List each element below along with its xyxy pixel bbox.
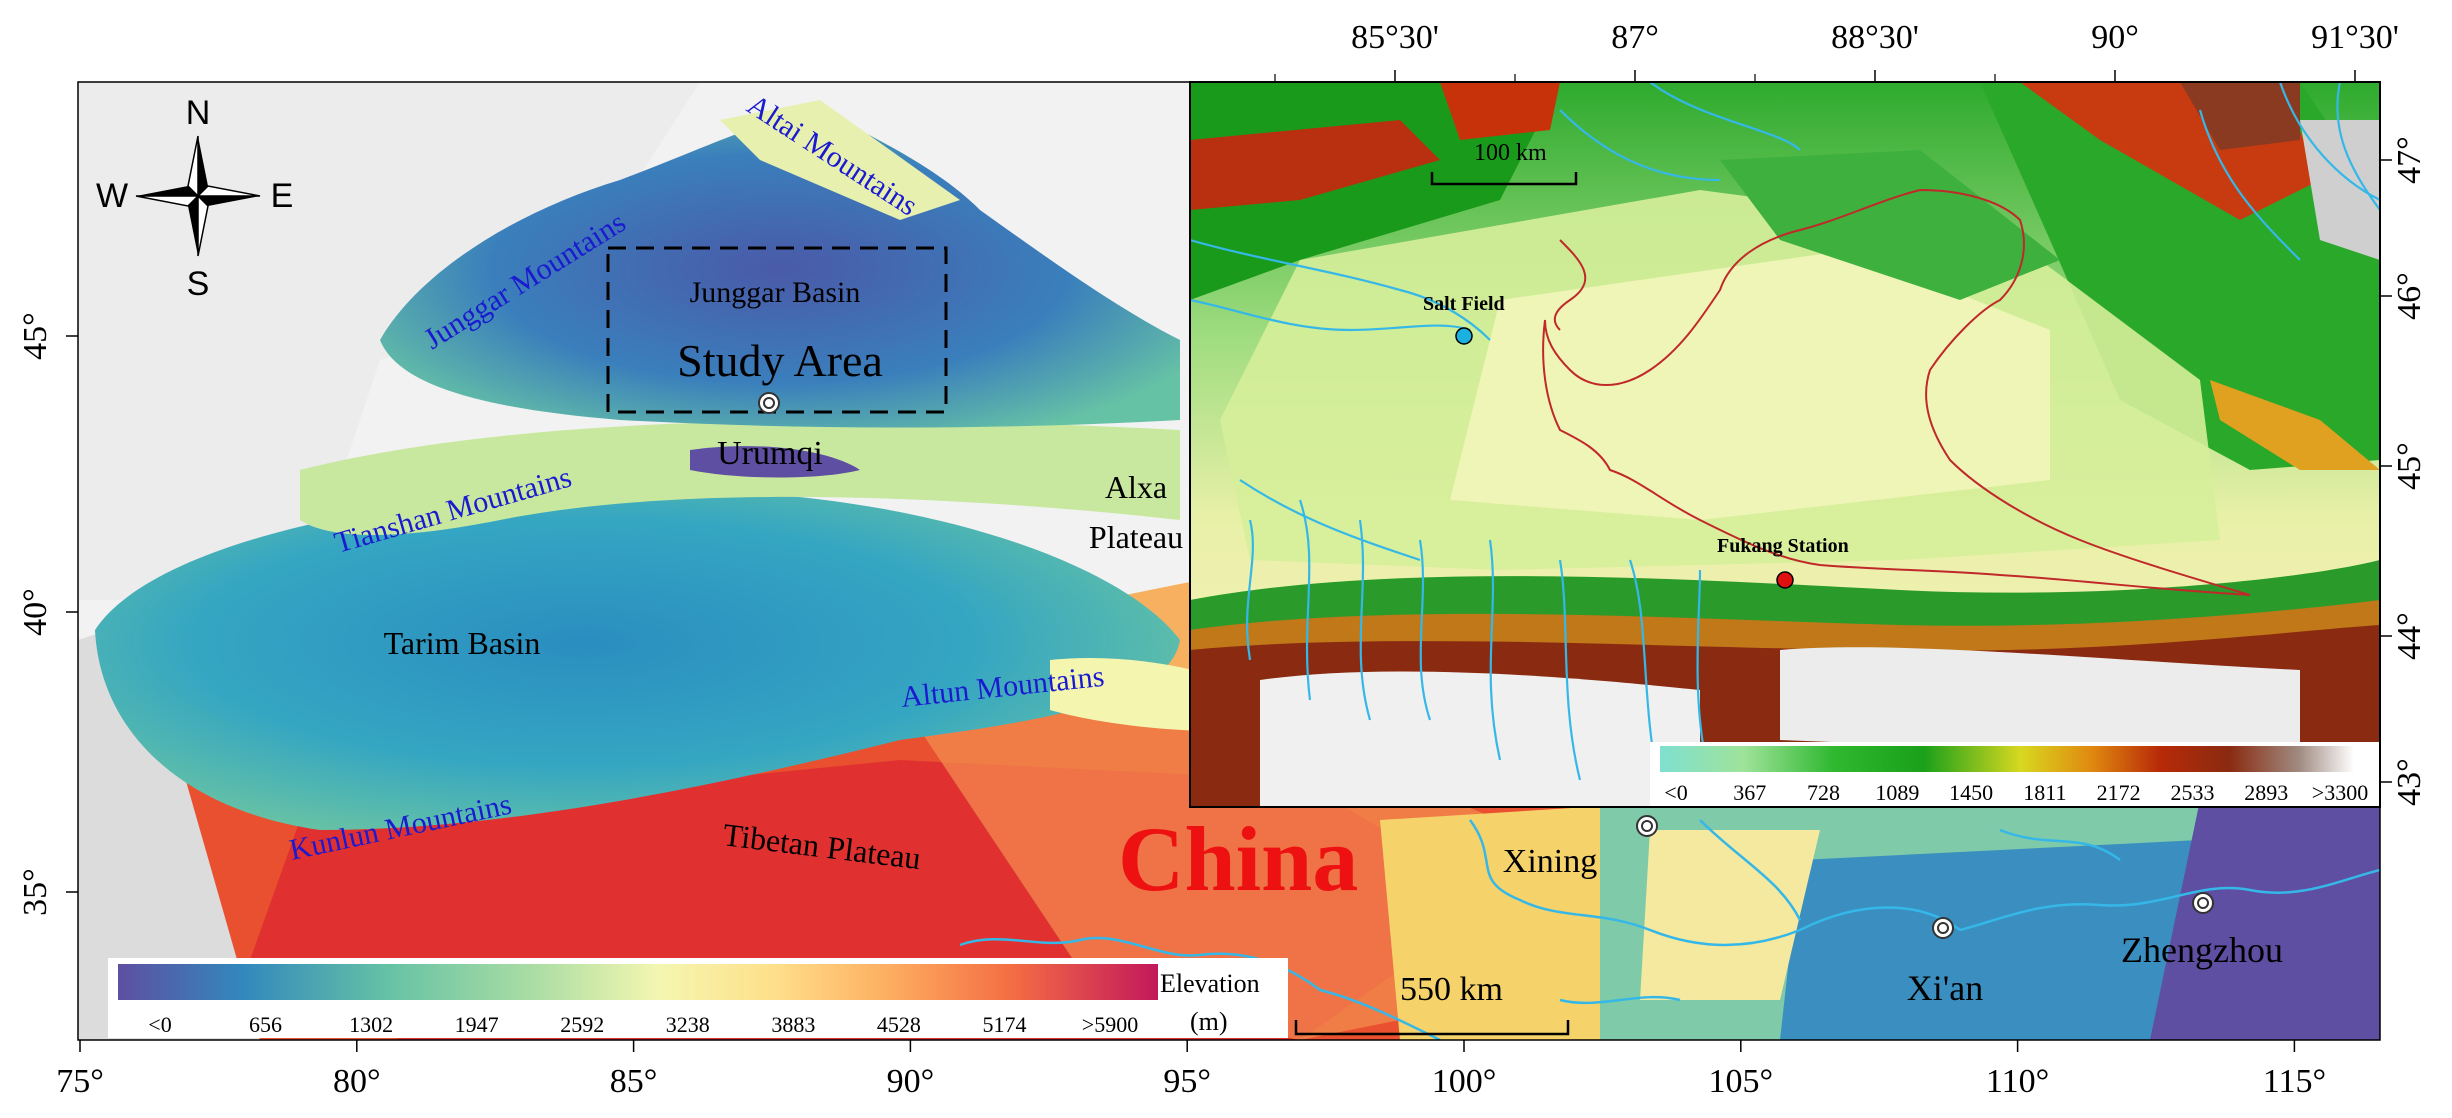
label-study-area: Study Area bbox=[677, 335, 883, 386]
xining-marker bbox=[1636, 815, 1658, 837]
study-area-box bbox=[606, 246, 948, 414]
inset-x-tick-label: 91°30' bbox=[2311, 19, 2399, 56]
inset-legend-tick-label: 2893 bbox=[2244, 780, 2288, 805]
inset-y-tick-label: 46° bbox=[2391, 272, 2428, 320]
inset-x-tick-label: 85°30' bbox=[1351, 19, 1439, 56]
main-scale-bar-label: 550 km bbox=[1400, 971, 1503, 1008]
salt-field-marker bbox=[1455, 327, 1473, 345]
main-x-tick-label: 110° bbox=[1986, 1063, 2049, 1100]
main-legend-ticks: <0 656 1302 1947 2592 3238 3883 4528 5174 >5900 bbox=[148, 1012, 1138, 1037]
main-legend-tick-label: 2592 bbox=[560, 1012, 604, 1037]
main-x-axis: 75° 80° 85° 90° 95° 100° 105° 110° 115° bbox=[56, 1040, 2326, 1100]
compass-e: E bbox=[271, 177, 294, 215]
main-x-tick-label: 95° bbox=[1163, 1063, 1211, 1100]
main-scale-bar bbox=[1294, 1020, 1570, 1036]
label-china: China bbox=[1118, 808, 1358, 910]
main-x-tick-label: 80° bbox=[333, 1063, 381, 1100]
xian-marker bbox=[1932, 917, 1954, 939]
label-xian: Xi'an bbox=[1907, 968, 1983, 1008]
main-legend-title-2: (m) bbox=[1190, 1007, 1228, 1036]
main-x-tick-label: 90° bbox=[887, 1063, 935, 1100]
inset-legend-tick-label: <0 bbox=[1664, 780, 1687, 805]
inset-x-axis: 85°30' 87° 88°30' 90° 91°30' bbox=[1274, 19, 2399, 82]
zhengzhou-marker bbox=[2192, 892, 2214, 914]
inset-x-tick-label: 87° bbox=[1611, 19, 1659, 56]
inset-legend-tick-label: 367 bbox=[1733, 780, 1766, 805]
label-xining: Xining bbox=[1503, 843, 1597, 880]
inset-map-terrain bbox=[1190, 82, 2380, 807]
main-legend-tick-label: 5174 bbox=[982, 1012, 1026, 1037]
label-salt-field: Salt Field bbox=[1423, 293, 1505, 315]
main-legend-tick-label: 4528 bbox=[877, 1012, 921, 1037]
main-legend-tick-label: 1302 bbox=[349, 1012, 393, 1037]
main-legend-tick-label: >5900 bbox=[1082, 1012, 1138, 1037]
main-y-tick-label: 45° bbox=[17, 312, 54, 360]
main-x-tick-label: 115° bbox=[2263, 1063, 2326, 1100]
inset-scale-bar-label: 100 km bbox=[1474, 140, 1547, 166]
inset-legend-tick-label: >3300 bbox=[2312, 780, 2368, 805]
inset-y-tick-label: 47° bbox=[2391, 136, 2428, 184]
inset-legend-tick-label: 1811 bbox=[2023, 780, 2066, 805]
inset-x-tick-label: 88°30' bbox=[1831, 19, 1919, 56]
inset-y-tick-label: 44° bbox=[2391, 612, 2428, 660]
urumqi-marker bbox=[758, 392, 780, 414]
label-tarim-basin: Tarim Basin bbox=[384, 625, 541, 661]
inset-legend-tick-label: 2172 bbox=[2097, 780, 2141, 805]
label-junggar-basin: Junggar Basin bbox=[690, 276, 861, 309]
compass-s: S bbox=[187, 265, 210, 303]
main-legend-title-1: Elevation bbox=[1160, 969, 1260, 998]
fukang-station-marker bbox=[1776, 571, 1794, 589]
inset-legend-tick-label: 728 bbox=[1807, 780, 1840, 805]
main-y-tick-label: 35° bbox=[17, 868, 54, 916]
main-legend-tick-label: <0 bbox=[148, 1012, 171, 1037]
main-y-tick-label: 40° bbox=[17, 588, 54, 636]
main-legend-tick-label: 656 bbox=[249, 1012, 282, 1037]
inset-y-tick-label: 45° bbox=[2391, 442, 2428, 490]
compass-rose bbox=[135, 135, 261, 257]
study-boundary bbox=[1542, 188, 2251, 596]
main-x-tick-label: 100° bbox=[1432, 1063, 1497, 1100]
inset-legend-colorbar bbox=[1660, 746, 2354, 772]
inset-y-tick-label: 43° bbox=[2391, 758, 2428, 806]
compass-w: W bbox=[96, 177, 128, 215]
main-legend-tick-label: 1947 bbox=[455, 1012, 499, 1037]
main-x-tick-label: 75° bbox=[56, 1063, 104, 1100]
label-alxa-line1: Alxa bbox=[1105, 469, 1167, 505]
main-x-tick-label: 85° bbox=[610, 1063, 658, 1100]
inset-scale-bar bbox=[1430, 172, 1578, 186]
inset-rivers bbox=[1190, 82, 2380, 791]
main-rivers bbox=[959, 819, 2380, 1040]
main-legend-colorbar bbox=[118, 964, 1158, 1000]
main-legend-tick-label: 3238 bbox=[666, 1012, 710, 1037]
main-x-tick-label: 105° bbox=[1708, 1063, 1773, 1100]
label-zhengzhou: Zhengzhou bbox=[2121, 930, 2283, 970]
label-urumqi: Urumqi bbox=[717, 435, 823, 472]
label-fukang-station: Fukang Station bbox=[1717, 535, 1849, 557]
main-y-axis: 45° 40° 35° bbox=[17, 312, 78, 916]
compass-n: N bbox=[186, 94, 211, 132]
inset-map-frame bbox=[1189, 81, 2381, 808]
main-legend-tick-label: 3883 bbox=[771, 1012, 815, 1037]
inset-legend-ticks: <0 367 728 1089 1450 1811 2172 2533 2893 >3300 bbox=[1664, 780, 2368, 805]
inset-legend-tick-label: 2533 bbox=[2170, 780, 2214, 805]
inset-x-tick-label: 90° bbox=[2091, 19, 2139, 56]
label-alxa-line2: Plateau bbox=[1089, 519, 1183, 555]
inset-legend-tick-label: 1089 bbox=[1875, 780, 1919, 805]
inset-legend-tick-label: 1450 bbox=[1949, 780, 1993, 805]
inset-y-axis: 47° 46° 45° 44° 43° bbox=[2380, 136, 2428, 806]
